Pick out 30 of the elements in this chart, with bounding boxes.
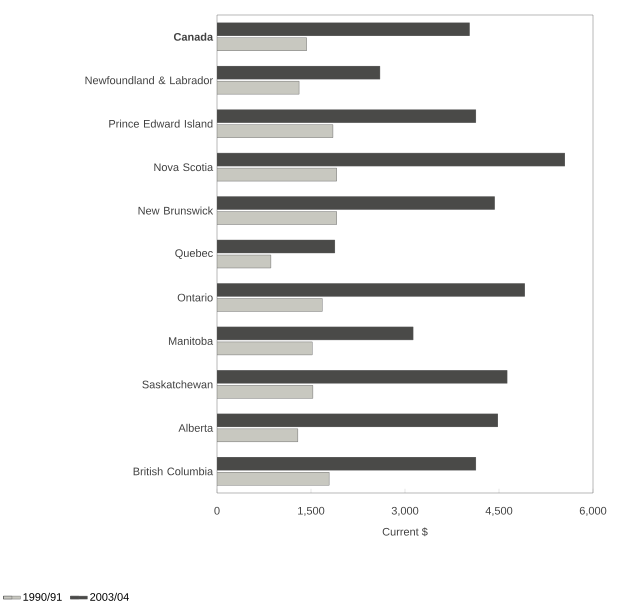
y-tick-label: Quebec (175, 248, 213, 259)
bar (217, 211, 337, 225)
bar (217, 298, 322, 312)
y-tick-label: Nova Scotia (154, 162, 214, 171)
bar (217, 168, 337, 182)
bar (217, 384, 314, 398)
x-tick-label: 0 (214, 506, 220, 514)
y-tick-label: Canada (174, 32, 214, 41)
legend-label: 2003/04 (90, 592, 129, 601)
bar (217, 80, 300, 94)
y-tick-label: Saskatchewan (142, 380, 212, 388)
bar (217, 472, 330, 486)
x-tick-label: 1,500 (298, 506, 324, 516)
x-axis-title: Current $ (382, 527, 428, 536)
bar (217, 254, 272, 268)
y-tick-label: British Columbia (134, 467, 214, 476)
y-tick-label: Newfoundland & Labrador (86, 76, 213, 84)
y-tick-label: Prince Edward Island (109, 119, 212, 128)
bar (217, 342, 312, 355)
bar (217, 124, 334, 138)
x-tick-label: 6,000 (580, 506, 606, 516)
y-tick-label: Alberta (178, 424, 214, 432)
y-tick-label: Manitoba (168, 336, 214, 345)
legend-label: 1990/91 (23, 592, 62, 601)
y-tick-label: Ontario (178, 293, 213, 302)
bar (217, 428, 298, 442)
x-tick-label: 4,500 (486, 506, 512, 516)
bar (217, 37, 307, 51)
y-tick-label: New Brunswick (138, 206, 214, 214)
x-tick-label: 3,000 (392, 506, 418, 516)
